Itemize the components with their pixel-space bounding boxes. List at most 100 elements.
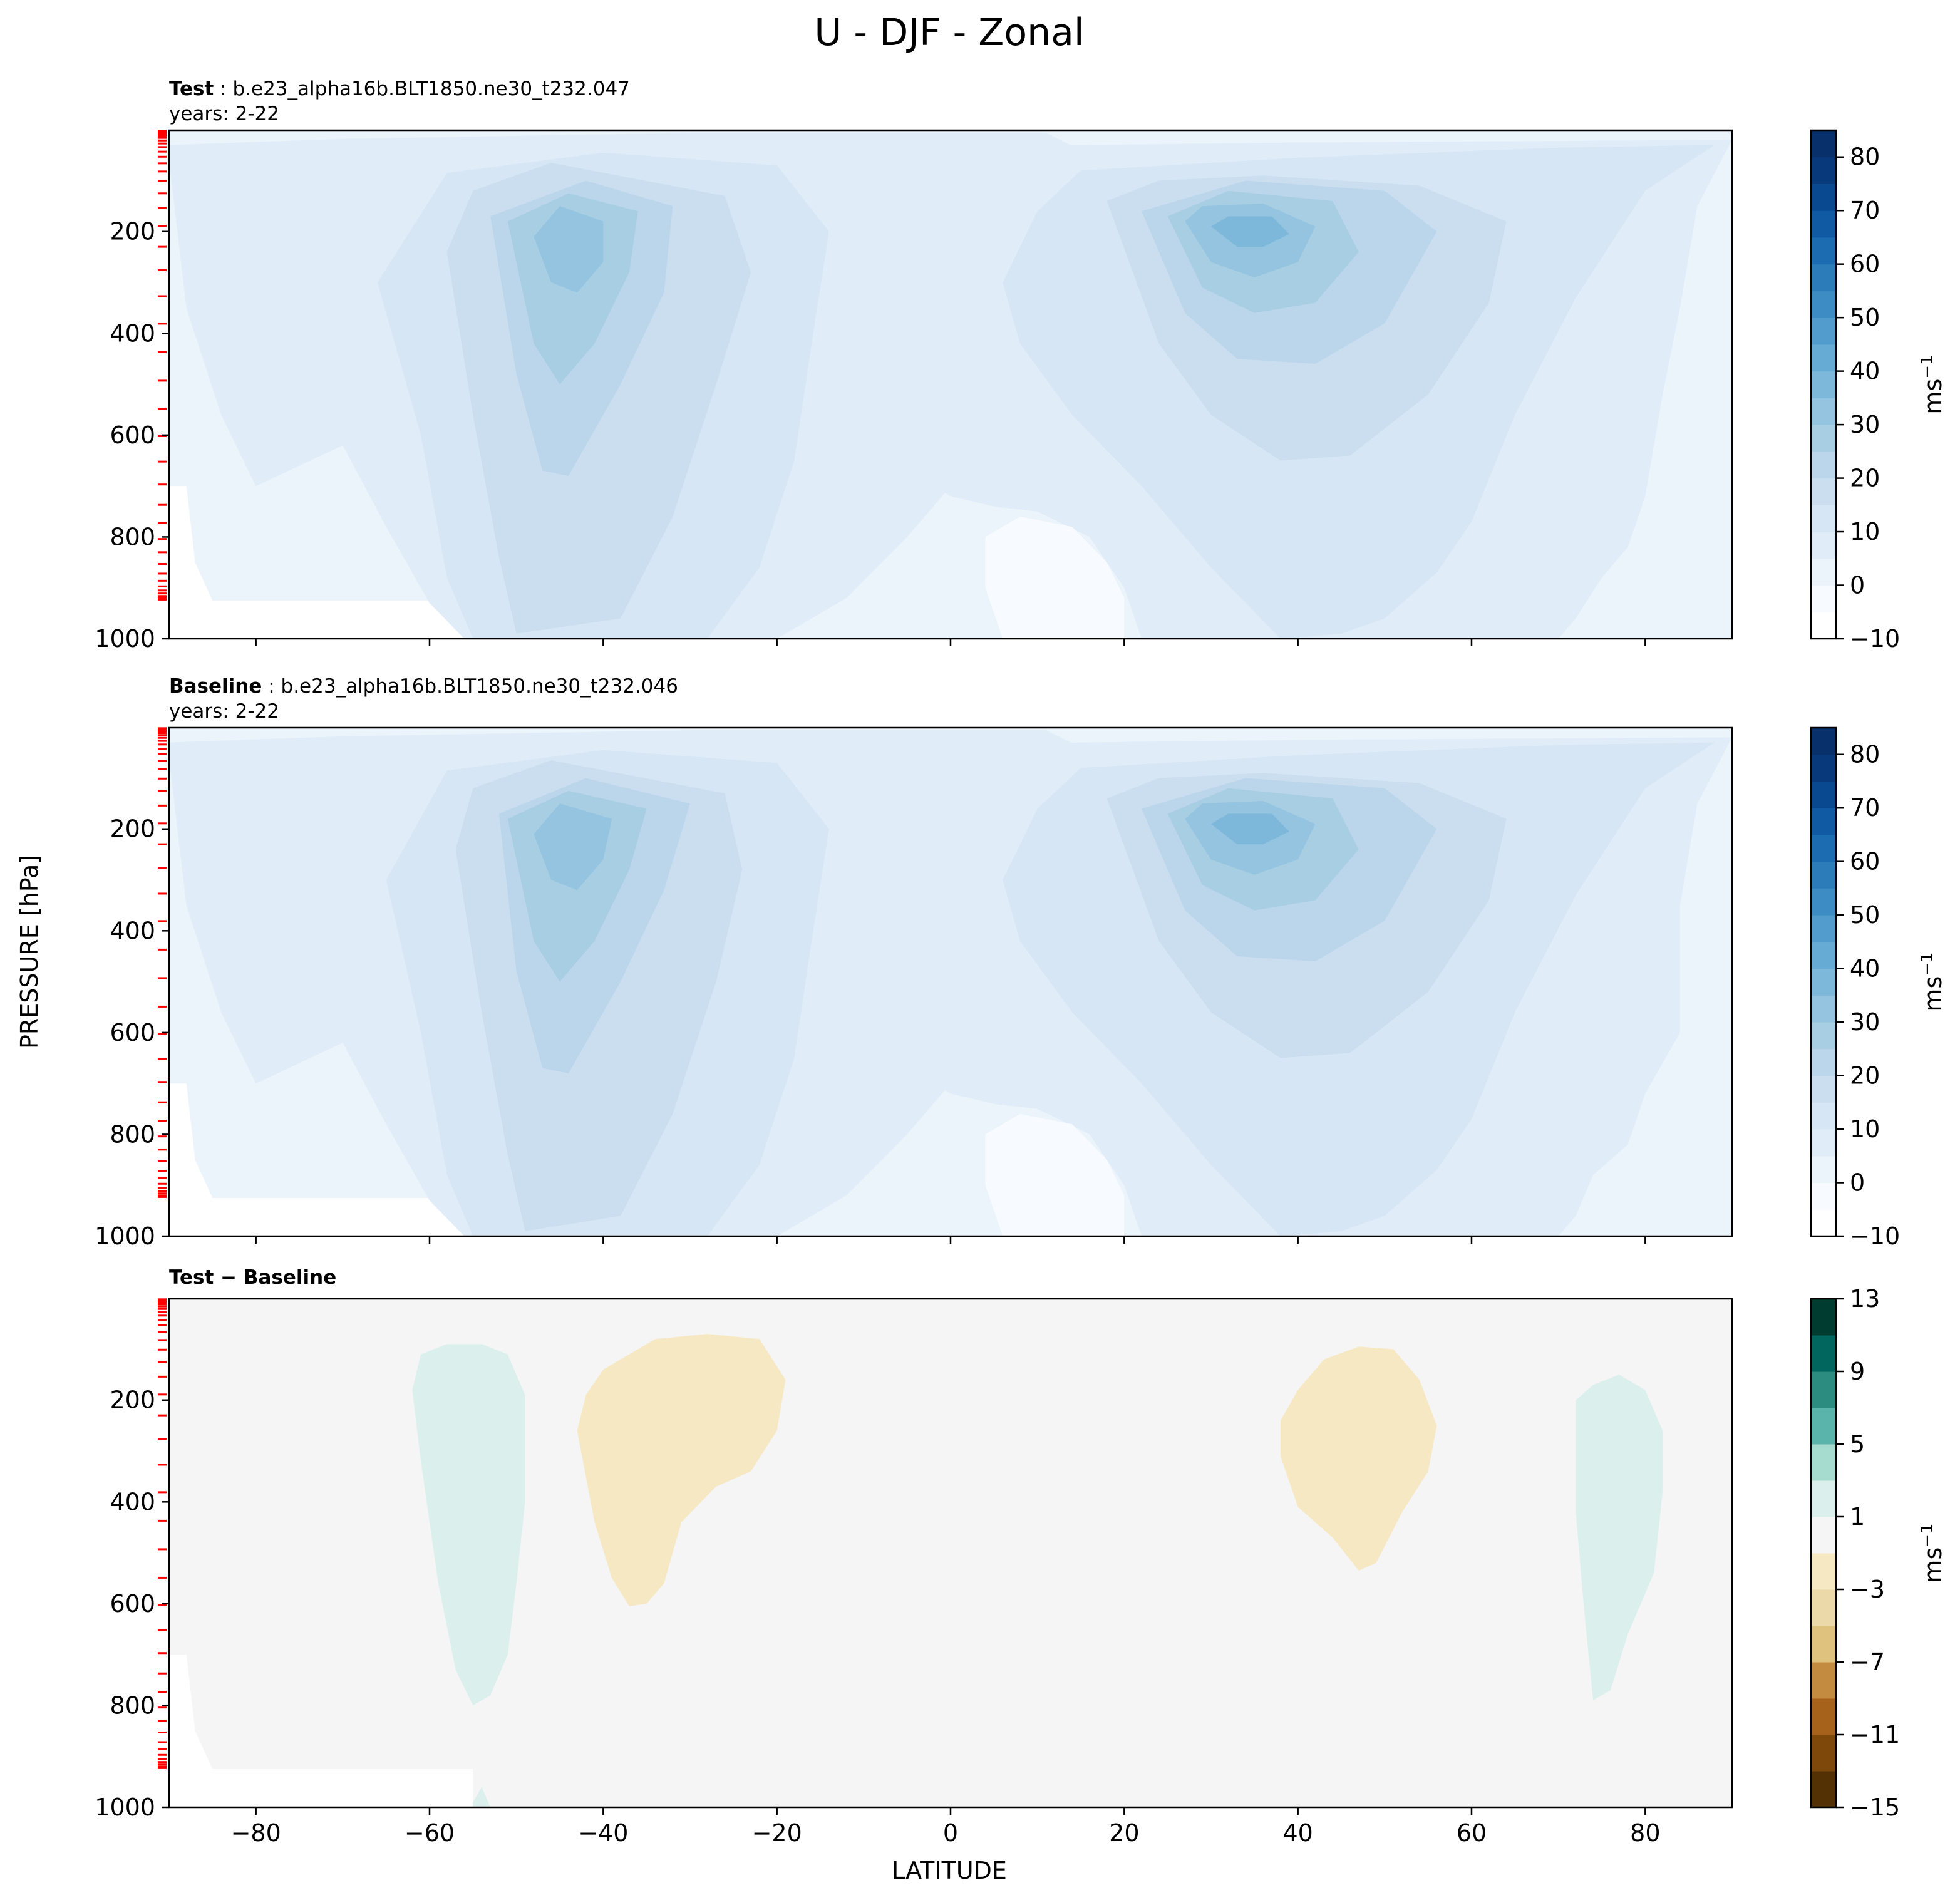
- panel-baseline-colorbar-band: [1811, 1075, 1836, 1103]
- panel-test-case-name: : b.e23_alpha16b.BLT1850.ne30_t232.047: [214, 78, 630, 100]
- panel-baseline-field: [169, 728, 1732, 1236]
- panel-difference-colorbar-tick-label: −11: [1850, 1721, 1900, 1748]
- panel-difference-colorbar-band: [1811, 1735, 1836, 1772]
- panel-test-colorbar-band: [1811, 291, 1836, 318]
- panel-test-ytick-label: 600: [110, 421, 155, 449]
- panel-test-colorbar-tick-label: 70: [1850, 197, 1880, 224]
- panel-test-colorbar-tick-label: 0: [1850, 572, 1865, 599]
- panel-baseline-colorbar-frame: [1810, 726, 1837, 1237]
- panel-difference-ytick-label: 200: [110, 1386, 155, 1414]
- panel-difference-colorbar-tick-label: 5: [1850, 1430, 1865, 1458]
- panel-baseline-colorbar-band: [1811, 1048, 1836, 1076]
- panel-baseline-colorbar-band: [1811, 754, 1836, 782]
- panel-test-case-bold: Test: [169, 78, 214, 100]
- panel-test-years: years: 2-22: [169, 103, 279, 125]
- panel-baseline-contour-13: [985, 1113, 1125, 1236]
- panel-difference-colorbar-frame: [1810, 1298, 1837, 1809]
- panel-baseline-colorbar-tick-label: 10: [1850, 1115, 1880, 1143]
- panel-difference-colorbar-tick-label: −7: [1850, 1648, 1885, 1676]
- panel-difference-field: [169, 1299, 1732, 1807]
- panel-difference-colorbar-tick-label: 13: [1850, 1285, 1880, 1313]
- panel-test-colorbar-band: [1811, 371, 1836, 398]
- panel-baseline-ytick-label: 200: [110, 815, 155, 843]
- panel-test-colorbar-tick-label: 10: [1850, 518, 1880, 545]
- panel-difference-ytick-label: 400: [110, 1488, 155, 1515]
- panel-test-colorbar-tick-label: 20: [1850, 465, 1880, 492]
- panel-test-ytick-label: 1000: [95, 625, 155, 653]
- panel-test-colorbar-tick-label: 50: [1850, 304, 1880, 331]
- panel-difference-contour-4: [473, 1787, 491, 1807]
- panel-baseline-colorbar-band: [1811, 995, 1836, 1023]
- panel-baseline-years: years: 2-22: [169, 700, 279, 723]
- panel-difference-colorbar-unit: ms−1: [1918, 1523, 1947, 1582]
- panel-baseline-ytick-label: 800: [110, 1120, 155, 1148]
- panel-difference-colorbar-tick-label: −3: [1850, 1576, 1885, 1603]
- x-axis-label: LATITUDE: [892, 1857, 1007, 1884]
- panel-difference-case-bold: Test − Baseline: [169, 1266, 336, 1289]
- panel-test-colorbar-band: [1811, 585, 1836, 612]
- panel-baseline-contour-12: [1211, 813, 1289, 845]
- panel-baseline-ytick-label: 400: [110, 917, 155, 944]
- panel-baseline-colorbar-tick-label: 0: [1850, 1169, 1865, 1197]
- panel-baseline-colorbar-band: [1811, 1182, 1836, 1210]
- panel-difference-masked-surface: [169, 1655, 473, 1807]
- panel-difference-contour-3: [1576, 1375, 1663, 1701]
- panel-test-colorbar-tick-label: 40: [1850, 358, 1880, 385]
- panel-test-contour-12: [1211, 216, 1289, 247]
- panel-baseline-colorbar-tick-label: 70: [1850, 794, 1880, 822]
- panel-test-colorbar-band: [1811, 451, 1836, 479]
- panel-baseline-colorbar-band: [1811, 888, 1836, 916]
- panel-difference-xtick-label: 80: [1630, 1819, 1660, 1847]
- panel-difference-xtick-label: 0: [943, 1819, 958, 1847]
- panel-baseline-colorbar-tick-label: 40: [1850, 955, 1880, 983]
- figure-title: U - DJF - Zonal: [814, 11, 1084, 54]
- panel-baseline-colorbar-tick-label: 60: [1850, 848, 1880, 875]
- panel-difference-ytick-label: 1000: [95, 1794, 155, 1821]
- panel-baseline-colorbar-band: [1811, 915, 1836, 942]
- panel-test-colorbar-unit: ms−1: [1918, 354, 1947, 414]
- panel-difference-colorbar-band: [1811, 1480, 1836, 1517]
- panel-difference-colorbar-band: [1811, 1626, 1836, 1663]
- panel-test-colorbar-band: [1811, 157, 1836, 184]
- panel-difference-ytick-label: 600: [110, 1590, 155, 1618]
- panel-difference-colorbar-band: [1811, 1299, 1836, 1336]
- panel-baseline-ytick-label: 600: [110, 1019, 155, 1046]
- panel-test-field: [169, 130, 1732, 639]
- panel-test-masked-surface: [169, 486, 473, 639]
- panel-test-colorbar-band: [1811, 237, 1836, 265]
- panel-test-colorbar-band: [1811, 612, 1836, 639]
- panel-baseline-contour-5: [534, 803, 612, 891]
- panel-test-colorbar-band: [1811, 344, 1836, 372]
- panel-test-case-label: Test : b.e23_alpha16b.BLT1850.ne30_t232.…: [169, 78, 630, 100]
- panel-difference-colorbar-band: [1811, 1517, 1836, 1554]
- panel-difference-xtick-label: 60: [1457, 1819, 1487, 1847]
- panel-difference-xtick-label: −80: [231, 1819, 281, 1847]
- panel-baseline-colorbar-band: [1811, 861, 1836, 889]
- panel-baseline-colorbar-tick-label: −10: [1850, 1222, 1900, 1250]
- panel-test-colorbar-band: [1811, 318, 1836, 345]
- panel-difference-colorbar-band: [1811, 1335, 1836, 1372]
- panel-difference-background-fill: [169, 1299, 1732, 1807]
- panel-test-colorbar-band: [1811, 425, 1836, 452]
- panel-baseline-case-name: : b.e23_alpha16b.BLT1850.ne30_t232.046: [262, 675, 678, 698]
- panel-test-colorbar-tick-label: −10: [1850, 625, 1900, 653]
- panel-difference-colorbar-band: [1811, 1408, 1836, 1445]
- panel-test-colorbar-frame: [1810, 129, 1837, 640]
- panel-test: Test : b.e23_alpha16b.BLT1850.ne30_t232.…: [95, 78, 1947, 653]
- y-axis-label: PRESSURE [hPa]: [16, 855, 43, 1049]
- panel-difference-colorbar-tick-label: 9: [1850, 1358, 1865, 1385]
- panel-difference-contour-0: [412, 1344, 525, 1706]
- panel-baseline-colorbar-band: [1811, 781, 1836, 808]
- panel-test-colorbar-band: [1811, 532, 1836, 559]
- panel-baseline-masked-surface: [169, 1083, 473, 1236]
- panel-baseline: Baseline : b.e23_alpha16b.BLT1850.ne30_t…: [95, 675, 1947, 1250]
- panel-test-contour-13: [985, 516, 1125, 639]
- panel-baseline-colorbar-tick-label: 50: [1850, 901, 1880, 929]
- panel-baseline-colorbar-unit: ms−1: [1918, 952, 1947, 1011]
- panel-difference-colorbar-band: [1811, 1589, 1836, 1626]
- panel-difference-colorbar-band: [1811, 1553, 1836, 1590]
- panel-baseline-colorbar-tick-label: 80: [1850, 741, 1880, 768]
- panel-test-colorbar-band: [1811, 130, 1836, 158]
- panel-difference-xtick-label: 20: [1109, 1819, 1139, 1847]
